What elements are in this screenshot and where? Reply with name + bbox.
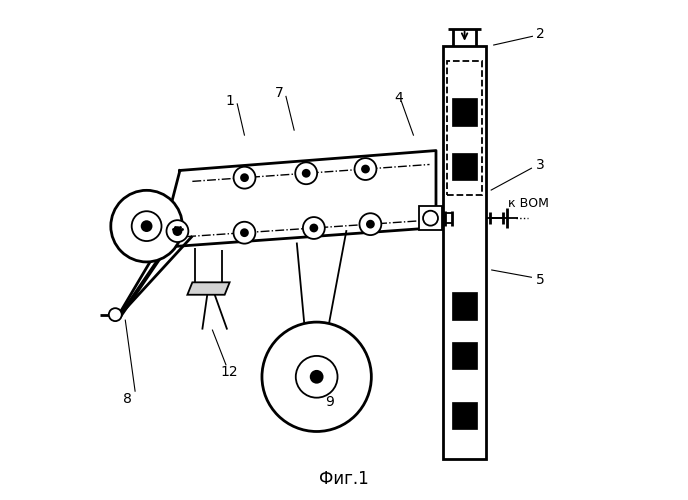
Text: 1: 1 xyxy=(225,94,234,108)
Circle shape xyxy=(131,211,162,241)
Text: 2: 2 xyxy=(536,26,545,40)
Text: 4: 4 xyxy=(394,92,403,106)
Circle shape xyxy=(142,221,151,231)
Circle shape xyxy=(241,174,248,181)
Circle shape xyxy=(234,166,255,188)
Bar xyxy=(453,98,477,126)
Polygon shape xyxy=(187,282,230,294)
Circle shape xyxy=(233,222,255,244)
Circle shape xyxy=(166,220,189,242)
Text: к ВОМ: к ВОМ xyxy=(508,197,549,210)
Circle shape xyxy=(111,190,182,262)
Circle shape xyxy=(354,158,376,180)
Circle shape xyxy=(303,170,310,176)
Bar xyxy=(453,342,477,369)
Circle shape xyxy=(295,162,317,184)
Text: 5: 5 xyxy=(536,273,545,287)
Circle shape xyxy=(310,224,317,232)
Circle shape xyxy=(367,220,374,228)
Circle shape xyxy=(423,210,438,226)
Circle shape xyxy=(362,166,369,172)
Bar xyxy=(453,292,477,320)
Circle shape xyxy=(303,217,325,239)
Text: 7: 7 xyxy=(275,86,283,101)
Bar xyxy=(453,402,477,429)
Circle shape xyxy=(296,356,338,398)
Text: 8: 8 xyxy=(123,392,132,406)
Circle shape xyxy=(173,227,182,235)
Circle shape xyxy=(262,322,372,432)
Text: 3: 3 xyxy=(536,158,545,172)
Bar xyxy=(447,61,482,196)
Bar xyxy=(444,46,486,459)
Text: 9: 9 xyxy=(325,394,334,408)
Circle shape xyxy=(241,229,248,236)
Text: Фиг.1: Фиг.1 xyxy=(319,470,369,488)
Circle shape xyxy=(109,308,122,321)
Bar xyxy=(418,206,442,230)
Text: 12: 12 xyxy=(221,365,239,379)
Circle shape xyxy=(311,371,323,383)
Bar xyxy=(453,153,477,180)
Circle shape xyxy=(359,213,381,235)
